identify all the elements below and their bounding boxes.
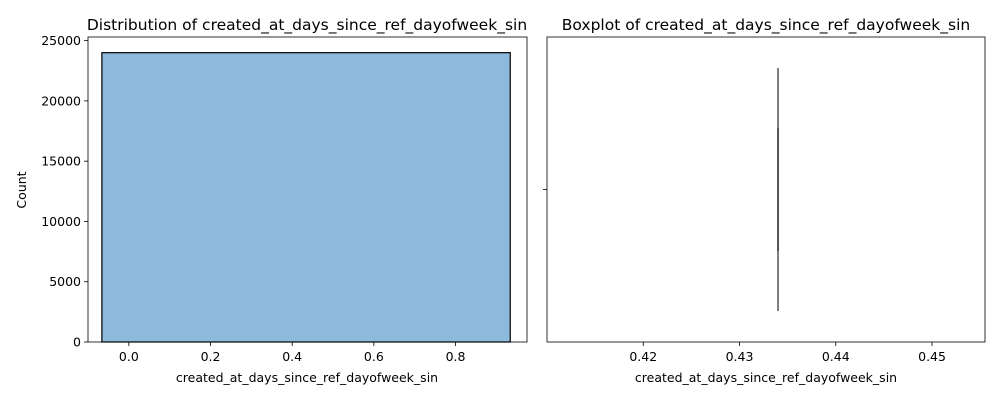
histogram-x-ticks: 0.0 0.2 0.4 0.6 0.8 (119, 342, 466, 364)
histogram-bar-0 (101, 52, 511, 343)
histogram-y-ticks: 0 5000 10000 15000 20000 25000 (41, 33, 88, 350)
histogram-y-tick-label: 15000 (41, 154, 81, 169)
boxplot-chart: Boxplot of created_at_days_since_ref_day… (543, 16, 986, 385)
boxplot-x-ticks: 0.42 0.43 0.44 0.45 (629, 342, 946, 364)
boxplot-title: Boxplot of created_at_days_since_ref_day… (562, 16, 970, 35)
boxplot-x-tick-label: 0.44 (822, 349, 850, 364)
boxplot-x-tick-label: 0.42 (629, 349, 657, 364)
histogram-bars (101, 52, 511, 343)
histogram-y-tick-label: 10000 (41, 214, 81, 229)
histogram-x-tick-label: 0.2 (201, 349, 221, 364)
histogram-plot-frame (87, 36, 528, 343)
histogram-y-tick-label: 25000 (41, 33, 81, 48)
histogram-x-tick-label: 0.4 (282, 349, 302, 364)
histogram-x-tick-label: 0.6 (364, 349, 384, 364)
histogram-y-tick-label: 5000 (49, 274, 81, 289)
boxplot-x-axis-label: created_at_days_since_ref_dayofweek_sin (635, 370, 897, 385)
histogram-x-tick-label: 0.0 (119, 349, 139, 364)
histogram-y-axis-label: Count (14, 171, 29, 208)
boxplot-plot-frame (546, 36, 986, 343)
histogram-y-tick-label: 0 (73, 335, 81, 350)
boxplot-x-tick-label: 0.45 (918, 349, 946, 364)
histogram-title: Distribution of created_at_days_since_re… (87, 16, 527, 35)
histogram-chart: Distribution of created_at_days_since_re… (14, 16, 528, 385)
boxplot-x-tick-label: 0.43 (726, 349, 754, 364)
histogram-x-tick-label: 0.8 (446, 349, 466, 364)
histogram-x-axis-label: created_at_days_since_ref_dayofweek_sin (176, 370, 438, 385)
histogram-y-tick-label: 20000 (41, 93, 81, 108)
